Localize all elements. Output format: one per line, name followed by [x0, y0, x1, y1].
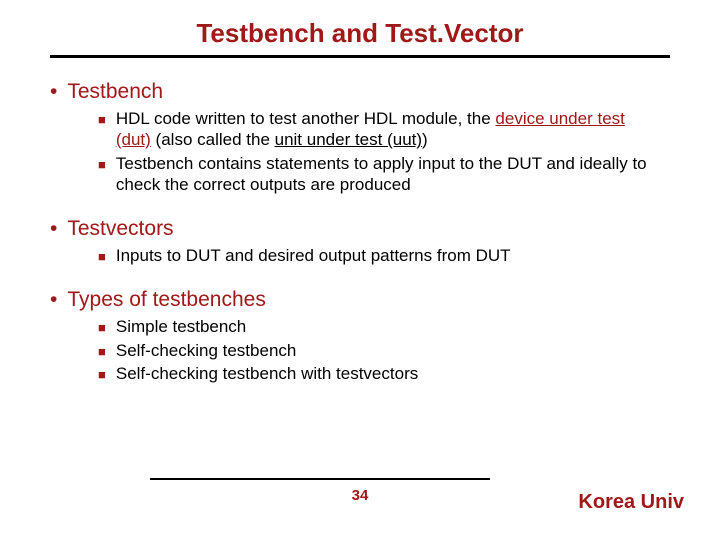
list-item: ■ Self-checking testbench with testvecto…: [98, 363, 660, 384]
item-text: Self-checking testbench with testvectors: [116, 363, 418, 384]
slide: Testbench and Test.Vector • Testbench ■ …: [0, 0, 720, 540]
title-rule: [50, 55, 670, 58]
text-fragment: HDL code written to test another HDL mod…: [116, 109, 496, 128]
footer-rule: [150, 478, 490, 480]
heading-testbench: • Testbench: [50, 80, 670, 104]
item-text: Testbench contains statements to apply i…: [116, 153, 660, 196]
heading-types: • Types of testbenches: [50, 288, 670, 312]
heading-text: Types of testbenches: [67, 288, 265, 312]
section-types: • Types of testbenches ■ Simple testbenc…: [50, 288, 670, 384]
square-bullet-icon: ■: [98, 249, 106, 265]
square-bullet-icon: ■: [98, 157, 106, 173]
text-fragment: (also called the: [151, 130, 275, 149]
text-emphasis-underline: unit under test (uut): [275, 130, 422, 149]
sub-list: ■ Simple testbench ■ Self-checking testb…: [98, 316, 660, 384]
item-text: HDL code written to test another HDL mod…: [116, 108, 660, 151]
sub-list: ■ HDL code written to test another HDL m…: [98, 108, 660, 195]
bullet-dot-icon: •: [50, 218, 57, 239]
square-bullet-icon: ■: [98, 344, 106, 360]
sub-list: ■ Inputs to DUT and desired output patte…: [98, 245, 660, 266]
bullet-dot-icon: •: [50, 81, 57, 102]
footer-institution: Korea Univ: [578, 491, 684, 514]
list-item: ■ HDL code written to test another HDL m…: [98, 108, 660, 151]
section-testvectors: • Testvectors ■ Inputs to DUT and desire…: [50, 217, 670, 266]
list-item: ■ Inputs to DUT and desired output patte…: [98, 245, 660, 266]
list-item: ■ Testbench contains statements to apply…: [98, 153, 660, 196]
list-item: ■ Self-checking testbench: [98, 340, 660, 361]
square-bullet-icon: ■: [98, 367, 106, 383]
bullet-dot-icon: •: [50, 289, 57, 310]
square-bullet-icon: ■: [98, 320, 106, 336]
heading-testvectors: • Testvectors: [50, 217, 670, 241]
item-text: Inputs to DUT and desired output pattern…: [116, 245, 511, 266]
list-item: ■ Simple testbench: [98, 316, 660, 337]
item-text: Simple testbench: [116, 316, 246, 337]
section-testbench: • Testbench ■ HDL code written to test a…: [50, 80, 670, 195]
text-fragment: ): [422, 130, 428, 149]
heading-text: Testbench: [67, 80, 163, 104]
square-bullet-icon: ■: [98, 112, 106, 128]
item-text: Self-checking testbench: [116, 340, 297, 361]
heading-text: Testvectors: [67, 217, 173, 241]
slide-title: Testbench and Test.Vector: [50, 18, 670, 49]
